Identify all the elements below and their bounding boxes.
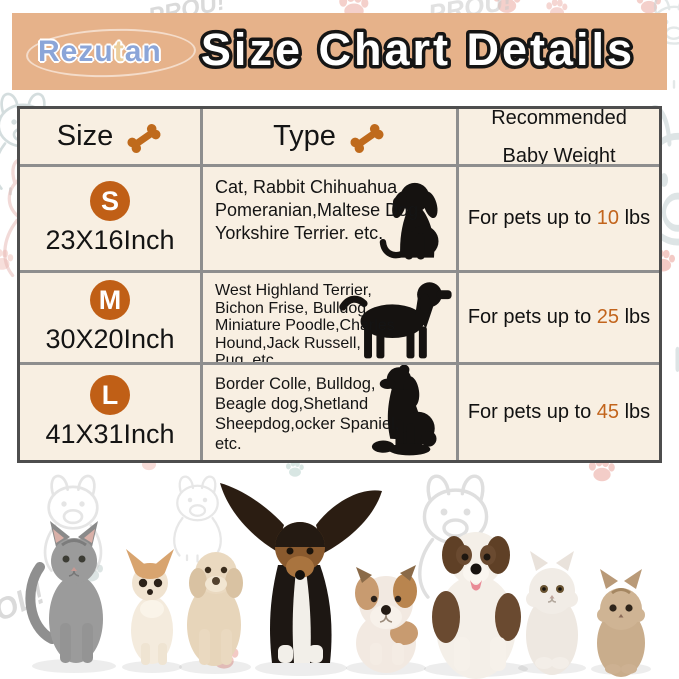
size-badge-m: M bbox=[90, 280, 130, 320]
type-line: Border Colle, Bulldog, bbox=[215, 375, 376, 393]
bulldog-puppy-image bbox=[355, 565, 418, 673]
type-cell-m: West Highland Terrier, Bichon Frise, Bul… bbox=[203, 273, 456, 362]
size-chart-table: Size Type Recommended Baby Weight S 23X1… bbox=[17, 106, 662, 463]
cream-persian-kitten-image bbox=[597, 569, 645, 677]
size-cell-s: S 23X16Inch bbox=[20, 167, 200, 270]
weight-unit: lbs bbox=[619, 207, 651, 229]
weight-unit: lbs bbox=[619, 401, 651, 423]
standing-dog-silhouette-icon bbox=[339, 282, 452, 359]
type-line: Beagle dog,Shetland bbox=[215, 395, 369, 413]
size-badge-s: S bbox=[90, 181, 130, 221]
type-line: Hound,Jack Russell, bbox=[215, 334, 361, 352]
weight-value: 25 bbox=[596, 306, 620, 328]
size-dimensions-s: 23X16Inch bbox=[45, 225, 175, 255]
type-line: Yorkshire Terrier. etc. bbox=[215, 223, 384, 243]
weight-cell-s: For pets up to 10 lbs bbox=[459, 167, 659, 270]
column-header-size: Size bbox=[20, 109, 200, 164]
size-dimensions-l: 41X31Inch bbox=[45, 419, 175, 449]
size-dimensions-m: 30X20Inch bbox=[45, 324, 175, 354]
type-line: Cat, Rabbit Chihuahua bbox=[215, 177, 398, 197]
basset-hound-image bbox=[220, 483, 382, 663]
title-banner: Rezutan Size Chart Details bbox=[12, 13, 667, 90]
type-column-label: Type bbox=[273, 120, 336, 152]
logo-text: Rezutan bbox=[38, 35, 162, 69]
logo-text-part: Rezu bbox=[38, 35, 114, 68]
type-text-l: Border Colle, Bulldog, Beagle dog,Shetla… bbox=[215, 374, 399, 454]
size-cell-m: M 30X20Inch bbox=[20, 273, 200, 362]
type-line: Pug, etc. bbox=[215, 352, 279, 362]
type-line: Pomeranian,Maltese Dog, bbox=[215, 200, 424, 220]
logo-text-t: t bbox=[113, 35, 125, 68]
weight-value: 10 bbox=[596, 207, 620, 229]
type-line: Bichon Frise, Bulldog bbox=[215, 299, 367, 317]
paw-print-decoration bbox=[636, 0, 661, 14]
size-cell-l: L 41X31Inch bbox=[20, 365, 200, 460]
column-header-type: Type bbox=[203, 109, 456, 164]
size-badge-l: L bbox=[90, 375, 130, 415]
type-line: Miniature Poodle,Charles bbox=[215, 317, 395, 334]
type-text-s: Cat, Rabbit Chihuahua Pomeranian,Maltese… bbox=[215, 176, 423, 245]
weight-column-label-line1: Recommended bbox=[491, 109, 627, 129]
sitting-spaniel-silhouette-icon bbox=[371, 365, 437, 456]
weight-text: For pets up to bbox=[467, 207, 597, 229]
size-column-label: Size bbox=[56, 120, 114, 152]
sitting-puppy-silhouette-icon bbox=[379, 182, 439, 260]
bone-icon bbox=[350, 124, 384, 153]
column-header-weight: Recommended Baby Weight bbox=[459, 109, 659, 164]
pet-lineup-photo bbox=[25, 483, 651, 679]
banner-title-graphic: Size Chart Details bbox=[197, 21, 635, 79]
page-title: Size Chart Details bbox=[201, 24, 635, 75]
gray-tabby-kitten-image bbox=[25, 521, 103, 663]
labrador-puppy-image bbox=[187, 552, 243, 666]
weight-text: For pets up to bbox=[467, 306, 597, 328]
type-line: Sheepdog,ocker Spaniel, bbox=[215, 415, 400, 433]
chihuahua-image bbox=[126, 549, 174, 665]
type-line: West Highland Terrier, bbox=[215, 282, 372, 299]
weight-value: 45 bbox=[596, 401, 620, 423]
weight-cell-m: For pets up to 25 lbs bbox=[459, 273, 659, 362]
type-line: etc. bbox=[215, 435, 242, 453]
weight-column-label-line2: Baby Weight bbox=[502, 144, 616, 165]
weight-text: For pets up to bbox=[467, 401, 597, 423]
type-cell-s: Cat, Rabbit Chihuahua Pomeranian,Maltese… bbox=[203, 167, 456, 270]
brand-logo: Rezutan bbox=[25, 26, 197, 80]
bone-icon bbox=[127, 124, 161, 153]
saint-bernard-puppy-image bbox=[432, 532, 521, 679]
weight-cell-l: For pets up to 45 lbs bbox=[459, 365, 659, 460]
weight-unit: lbs bbox=[619, 306, 651, 328]
logo-text-part: an bbox=[124, 35, 162, 68]
type-cell-l: Border Colle, Bulldog, Beagle dog,Shetla… bbox=[203, 365, 456, 460]
white-persian-cat-image bbox=[526, 551, 578, 675]
type-text-m: West Highland Terrier, Bichon Frise, Bul… bbox=[215, 282, 395, 362]
